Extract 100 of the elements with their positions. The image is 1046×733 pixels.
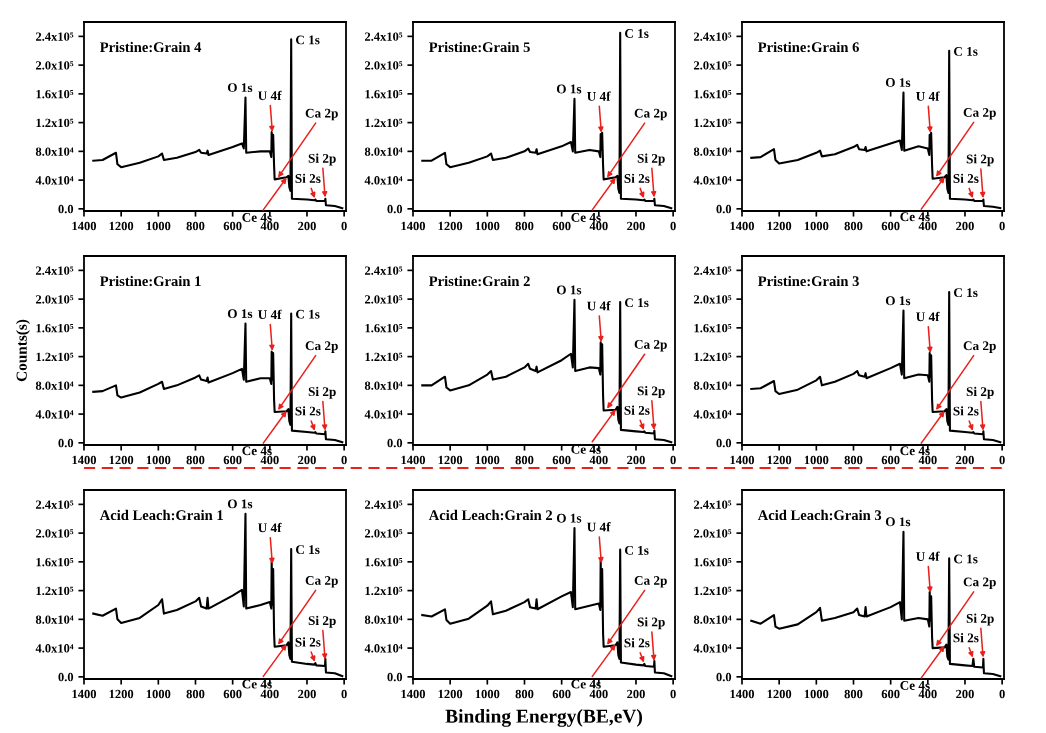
x-tick-label: 800 [515,221,534,231]
x-tick-label: 400 [260,455,279,465]
x-tick-label: 1200 [767,455,792,465]
x-tick-label: 400 [260,689,279,699]
x-tick-label: 600 [223,689,242,699]
annotation: Si 2s [953,173,979,183]
y-axis-title: Counts(s) [16,319,30,382]
y-tick-label: 1.6x10⁵ [365,323,403,333]
x-tick-label: 800 [844,689,863,699]
annotation: Ce 4s [242,679,272,689]
y-tick-label: 0.0 [716,204,732,214]
y-tick-label: 2.0x10⁵ [364,61,403,70]
y-tick-label: 2.0x10⁵ [693,61,732,70]
y-tick-label: 8.0x10⁴ [35,381,74,390]
y-tick-label: 2.0x10⁵ [35,529,74,538]
x-tick-label: 1400 [730,455,755,465]
annotation: O 1s [556,84,582,94]
y-tick-label: 8.0x10⁴ [35,147,74,156]
y-tick-label: 1.6x10⁵ [36,557,74,567]
x-tick-label: 800 [844,455,863,465]
x-tick-label: 200 [298,689,316,699]
x-tick-label: 1000 [146,221,171,231]
x-tick-label: 1200 [767,689,792,699]
annotation: Ca 2p [305,108,338,121]
x-tick-label: 800 [515,455,534,465]
y-tick-label: 1.6x10⁵ [694,323,732,333]
x-tick-label: 1200 [109,455,134,465]
x-tick-label: 200 [298,221,316,231]
y-tick-label: 0.0 [58,672,74,682]
annotation: Si 2p [637,386,665,399]
x-tick-label: 1400 [401,221,426,231]
annotation: C 1s [954,288,978,298]
annotation: U 4f [916,311,940,322]
annotation: Ca 2p [963,577,996,590]
x-tick-label: 200 [298,455,316,465]
x-tick-label: 0 [341,455,347,465]
text: Pristine:Grain 6 [757,41,859,53]
x-tick-label: 1000 [804,455,829,465]
annotation: Si 2p [308,615,336,628]
x-tick-label: 400 [918,221,937,231]
y-tick-label: 4.0x10⁴ [693,410,732,419]
annotation: C 1s [296,545,320,555]
y-tick-label: 2.0x10⁵ [35,61,74,70]
x-tick-label: 1200 [438,455,463,465]
y-tick-label: 8.0x10⁴ [693,615,732,624]
annotation: Ce 4s [571,213,601,222]
y-tick-label: 8.0x10⁴ [693,147,732,156]
x-tick-label: 1200 [438,221,463,231]
annotation: Ce 4s [900,212,930,222]
annotation: Ca 2p [634,108,667,121]
annotation: Ca 2p [634,576,667,588]
y-tick-label: 1.2x10⁵ [36,118,74,128]
annotation: Si 2s [295,173,321,183]
x-tick-label: 600 [552,455,571,465]
annotation: C 1s [296,35,320,45]
x-tick-label: 1000 [804,689,829,699]
y-tick-label: 0.0 [387,438,403,448]
text: Pristine:Grain 4 [99,41,202,53]
y-tick-label: 2.4x10⁵ [35,266,74,275]
y-tick-label: 1.6x10⁵ [36,323,74,333]
annotation: Si 2s [953,406,979,416]
text: Acid Leach:Grain 3 [757,509,882,521]
y-tick-label: 1.6x10⁵ [694,557,732,567]
annotation: O 1s [556,285,582,295]
x-tick-label: 400 [589,221,608,231]
annotation: Ca 2p [634,339,667,352]
x-tick-label: 200 [627,455,645,465]
annotation: Si 2s [624,638,650,648]
x-tick-label: 200 [956,689,974,699]
x-tick-label: 1000 [475,689,500,699]
annotation: C 1s [954,554,978,564]
y-tick-label: 4.0x10⁴ [693,644,732,653]
annotation: Si 2p [966,386,994,399]
annotation: Si 2p [637,617,665,630]
annotation: U 4f [916,551,940,561]
x-axis-title: Binding Energy(BE,eV) [445,709,642,727]
text: Acid Leach:Grain 2 [428,509,553,521]
y-tick-label: 1.2x10⁵ [365,352,403,362]
y-tick-label: 1.6x10⁵ [365,89,403,99]
x-tick-label: 1400 [72,455,97,465]
y-tick-label: 1.2x10⁵ [365,118,403,128]
y-tick-label: 4.0x10⁴ [35,176,74,185]
annotation: U 4f [258,522,282,533]
y-tick-label: 2.4x10⁵ [364,32,403,41]
annotation: U 4f [916,91,940,101]
y-tick-label: 4.0x10⁴ [693,176,732,185]
text: Pristine:Grain 1 [99,275,201,287]
y-tick-label: 1.6x10⁵ [694,89,732,99]
annotation: C 1s [625,545,649,555]
x-tick-label: 0 [670,221,676,231]
annotation: Si 2p [966,154,994,167]
x-tick-label: 600 [552,689,571,699]
x-tick-label: 0 [341,689,347,699]
y-tick-label: 8.0x10⁴ [35,615,74,624]
annotation: Ce 4s [900,681,930,690]
x-tick-label: 1200 [767,221,792,231]
annotation: U 4f [258,309,282,320]
x-tick-label: 400 [260,221,279,231]
annotation: Ca 2p [963,341,996,353]
x-tick-label: 1000 [146,455,171,465]
